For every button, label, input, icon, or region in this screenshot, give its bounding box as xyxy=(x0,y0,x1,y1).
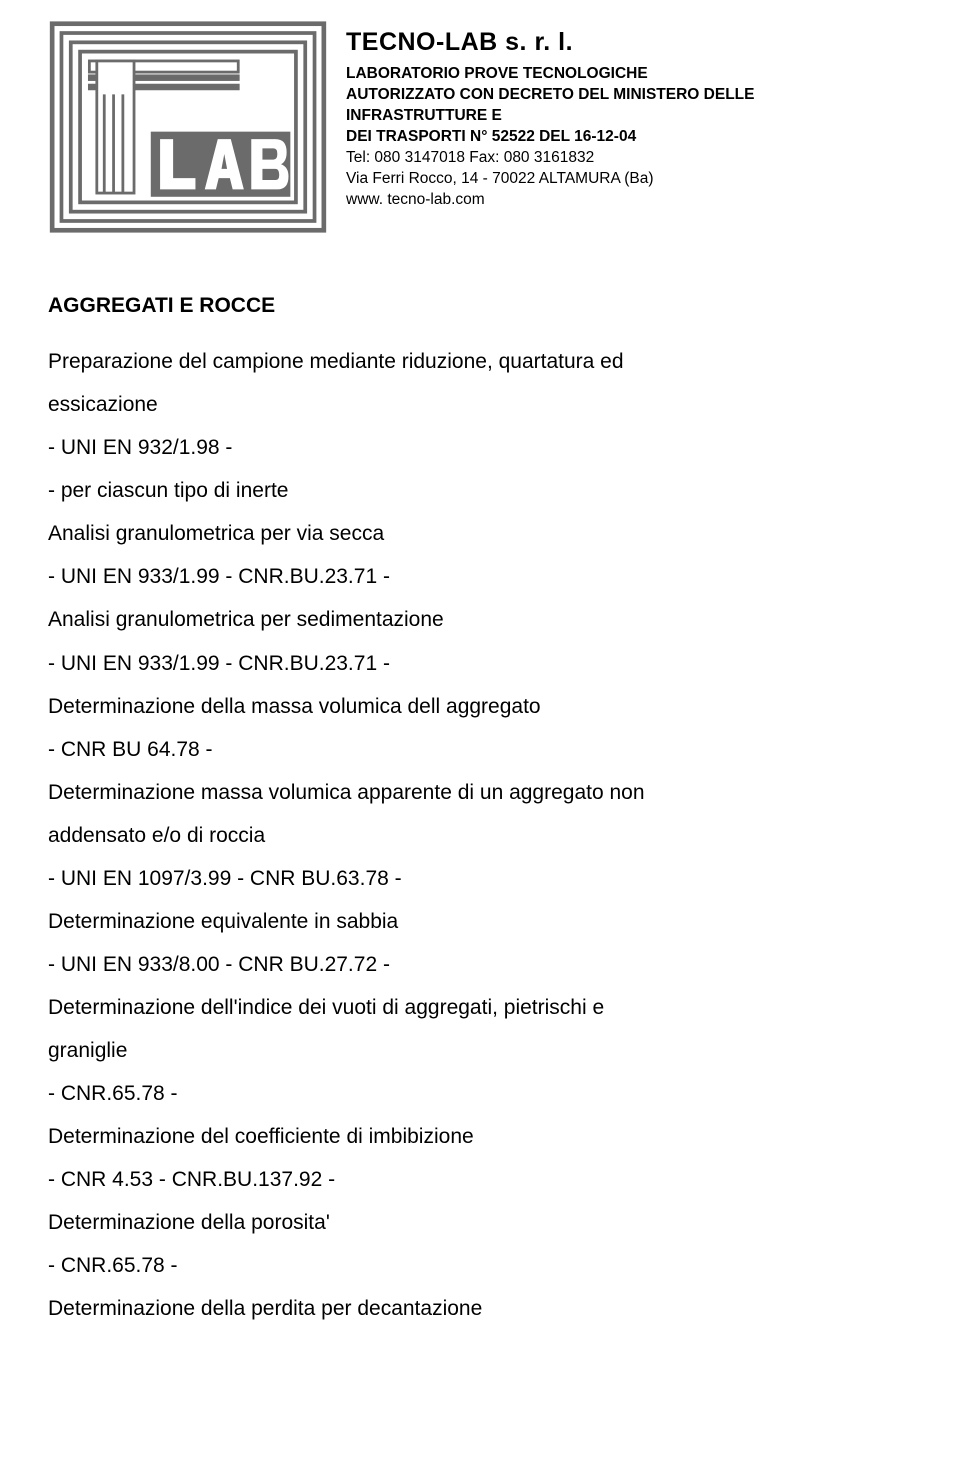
body-line: Analisi granulometrica per sedimentazion… xyxy=(48,598,912,641)
body-line: - per ciascun tipo di inerte xyxy=(48,469,912,512)
document-body: Preparazione del campione mediante riduz… xyxy=(48,340,912,1330)
body-line: Analisi granulometrica per via secca xyxy=(48,512,912,555)
body-line: - UNI EN 1097/3.99 - CNR BU.63.78 - xyxy=(48,857,912,900)
body-line: - UNI EN 933/1.99 - CNR.BU.23.71 - xyxy=(48,642,912,685)
header-line-1: LABORATORIO PROVE TECNOLOGICHE xyxy=(346,64,912,85)
body-line: Preparazione del campione mediante riduz… xyxy=(48,340,912,383)
header-address: Via Ferri Rocco, 14 - 70022 ALTAMURA (Ba… xyxy=(346,169,912,190)
body-line: Determinazione equivalente in sabbia xyxy=(48,900,912,943)
header-line-2: AUTORIZZATO CON DECRETO DEL MINISTERO DE… xyxy=(346,85,912,106)
body-line: - UNI EN 932/1.98 - xyxy=(48,426,912,469)
document-header: TECNO-LAB s. r. l. LABORATORIO PROVE TEC… xyxy=(48,20,912,243)
company-logo xyxy=(48,20,328,243)
body-line: Determinazione della porosita' xyxy=(48,1201,912,1244)
company-name: TECNO-LAB s. r. l. xyxy=(346,22,912,62)
body-line: Determinazione della massa volumica dell… xyxy=(48,685,912,728)
body-line: - CNR 4.53 - CNR.BU.137.92 - xyxy=(48,1158,912,1201)
body-line: Determinazione massa volumica apparente … xyxy=(48,771,912,814)
body-line: addensato e/o di roccia xyxy=(48,814,912,857)
header-line-4: DEI TRASPORTI N° 52522 DEL 16-12-04 xyxy=(346,127,912,148)
body-line: - CNR.65.78 - xyxy=(48,1244,912,1287)
body-line: essicazione xyxy=(48,383,912,426)
body-line: graniglie xyxy=(48,1029,912,1072)
header-text-block: TECNO-LAB s. r. l. LABORATORIO PROVE TEC… xyxy=(346,20,912,210)
body-line: - CNR.65.78 - xyxy=(48,1072,912,1115)
header-tel-fax: Tel: 080 3147018 Fax: 080 3161832 xyxy=(346,148,912,169)
body-line: - UNI EN 933/8.00 - CNR BU.27.72 - xyxy=(48,943,912,986)
section-title: AGGREGATI E ROCCE xyxy=(48,289,912,323)
header-website: www. tecno-lab.com xyxy=(346,190,912,211)
body-line: Determinazione della perdita per decanta… xyxy=(48,1287,912,1330)
body-line: Determinazione dell'indice dei vuoti di … xyxy=(48,986,912,1029)
body-line: - CNR BU 64.78 - xyxy=(48,728,912,771)
body-line: Determinazione del coefficiente di imbib… xyxy=(48,1115,912,1158)
body-line: - UNI EN 933/1.99 - CNR.BU.23.71 - xyxy=(48,555,912,598)
header-line-3: INFRASTRUTTURE E xyxy=(346,106,912,127)
